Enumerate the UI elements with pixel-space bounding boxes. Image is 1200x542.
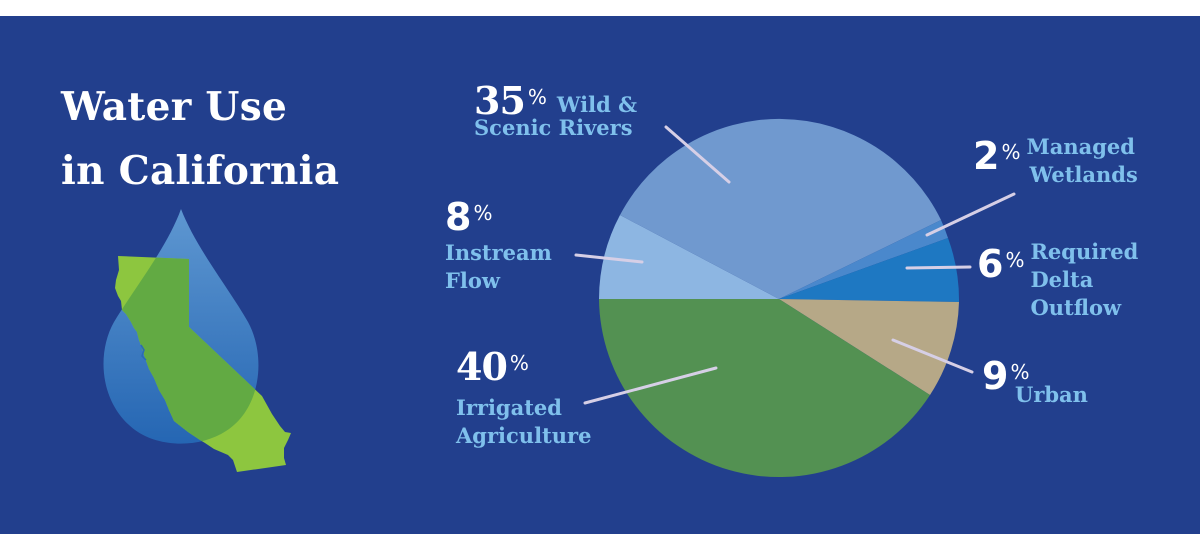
- label-required-delta-outflow: 6% Required Delta Outflow: [977, 239, 1138, 322]
- label-urban: 9% Urban: [982, 357, 1088, 409]
- leader-lines: [574, 125, 1016, 405]
- label-irrigated-agriculture: 40% Irrigated Agriculture: [456, 348, 591, 450]
- pct-value: 6%: [977, 242, 1025, 286]
- pie-slice-instream-flow[interactable]: [599, 215, 779, 299]
- pie-slice-wild-scenic-rivers[interactable]: [620, 118, 941, 300]
- pct-value: 8%: [445, 195, 493, 239]
- leader-agriculture: [583, 366, 718, 405]
- pie-slice-irrigated-agriculture[interactable]: [599, 299, 930, 478]
- pie-slice-urban[interactable]: [779, 299, 959, 395]
- leader-instream: [574, 253, 644, 264]
- leader-urban: [891, 338, 974, 374]
- label-managed-wetlands: 2% Managed Wetlands: [973, 134, 1138, 189]
- page-title: Water Use in California: [61, 75, 339, 203]
- pct-value: 35%: [474, 78, 547, 123]
- leader-wild: [664, 125, 731, 184]
- california-map-icon: [115, 256, 291, 472]
- category-name-2: Scenic Rivers: [474, 115, 633, 140]
- pie-slice-managed-wetlands[interactable]: [779, 220, 948, 299]
- label-instream-flow: 8% Instream Flow: [445, 198, 552, 295]
- category-name: Urban: [1015, 382, 1088, 407]
- category-name: Required Delta Outflow: [1030, 239, 1139, 320]
- pie-slice-required-delta-outflow[interactable]: [779, 238, 960, 302]
- leader-wetlands: [925, 192, 1016, 237]
- category-name: Managed Wetlands: [1026, 134, 1138, 187]
- category-name: Irrigated Agriculture: [456, 395, 592, 448]
- category-name: Wild &: [556, 92, 638, 117]
- label-wild-scenic-rivers: 35% Wild & Scenic Rivers: [474, 82, 637, 142]
- pct-value: 2%: [973, 134, 1021, 178]
- title-line-1: Water Use: [61, 84, 288, 130]
- title-line-2: in California: [61, 148, 340, 194]
- category-name: Instream Flow: [445, 240, 552, 293]
- pct-value: 9%: [982, 354, 1030, 398]
- pie-chart: [599, 118, 960, 478]
- leader-delta: [905, 265, 972, 270]
- pct-value: 40%: [456, 344, 529, 389]
